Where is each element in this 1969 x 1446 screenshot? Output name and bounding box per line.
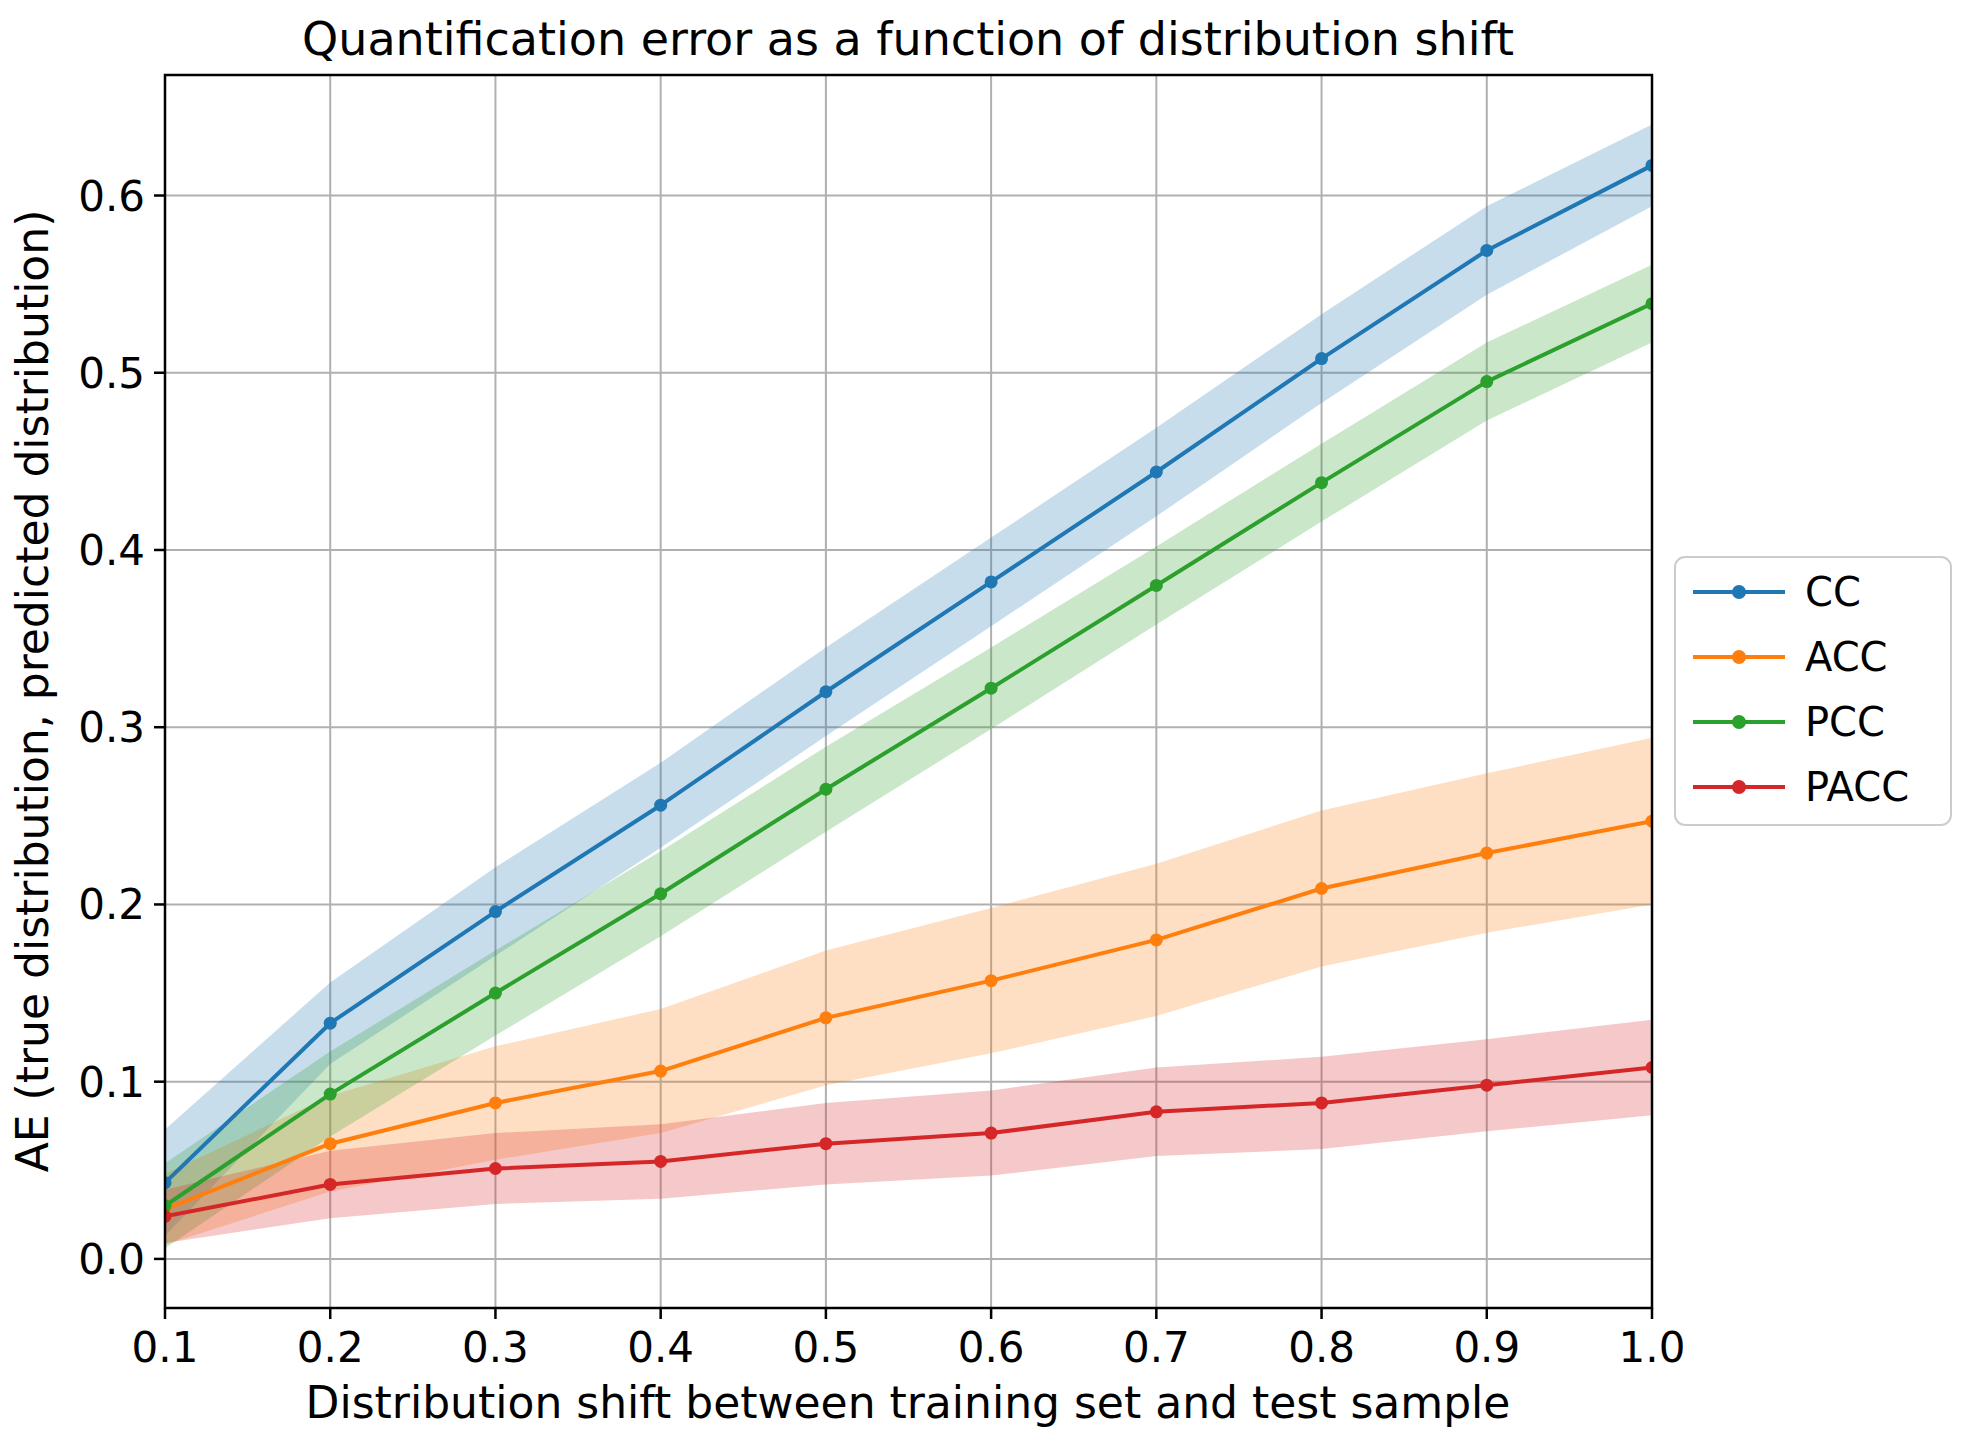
legend-swatch-marker [1732, 780, 1746, 794]
data-point-pcc [1150, 579, 1163, 592]
data-point-acc [489, 1096, 502, 1109]
data-point-pacc [654, 1155, 667, 1168]
data-point-acc [324, 1137, 337, 1150]
data-point-cc [985, 575, 998, 588]
x-tick-label: 0.8 [1288, 1323, 1355, 1372]
chart-title: Quantification error as a function of di… [302, 12, 1514, 66]
y-tick-label: 0.2 [78, 880, 145, 929]
legend-item-label: PACC [1805, 764, 1909, 810]
x-tick-label: 0.9 [1453, 1323, 1520, 1372]
data-point-pacc [1315, 1096, 1328, 1109]
y-tick-label: 0.6 [78, 172, 145, 221]
x-tick-label: 0.4 [627, 1323, 694, 1372]
data-point-cc [819, 685, 832, 698]
data-point-acc [654, 1065, 667, 1078]
legend-swatch-marker [1732, 585, 1746, 599]
data-point-acc [819, 1011, 832, 1024]
data-point-pacc [819, 1137, 832, 1150]
x-tick-label: 0.7 [1123, 1323, 1190, 1372]
data-point-pcc [985, 682, 998, 695]
data-point-pcc [489, 987, 502, 1000]
x-tick-label: 0.2 [297, 1323, 364, 1372]
data-point-cc [1315, 352, 1328, 365]
data-point-cc [324, 1017, 337, 1030]
data-point-acc [1480, 847, 1493, 860]
legend-swatch-marker [1732, 650, 1746, 664]
data-point-pacc [324, 1178, 337, 1191]
data-point-pcc [819, 783, 832, 796]
data-point-acc [985, 974, 998, 987]
x-tick-label: 0.3 [462, 1323, 529, 1372]
data-point-cc [489, 905, 502, 918]
data-point-pcc [1315, 476, 1328, 489]
data-point-pacc [489, 1162, 502, 1175]
data-point-pacc [1480, 1079, 1493, 1092]
legend-item-label: CC [1805, 569, 1861, 615]
legend-swatch-marker [1732, 715, 1746, 729]
y-axis-label: AE (true distribution, predicted distrib… [7, 210, 58, 1173]
legend-item-label: ACC [1805, 634, 1888, 680]
y-tick-label: 0.0 [78, 1235, 145, 1284]
legend-item-label: PCC [1805, 699, 1885, 745]
x-tick-label: 0.6 [958, 1323, 1025, 1372]
figure: 0.1 0.2 0.3 0.4 0.5 0.6 0.7 0.8 0.9 1.0 0.0 0.1 0.2 0… [0, 0, 1969, 1446]
y-tick-label: 0.4 [78, 526, 145, 575]
chart-canvas: 0.1 0.2 0.3 0.4 0.5 0.6 0.7 0.8 0.9 1.0 0.0 0.1 0.2 0… [0, 0, 1969, 1446]
legend: CC ACC PCC PACC [1675, 557, 1951, 825]
data-point-acc [1150, 933, 1163, 946]
x-tick-label: 1.0 [1619, 1323, 1686, 1372]
y-tick-label: 0.3 [78, 703, 145, 752]
x-axis-label: Distribution shift between training set … [306, 1377, 1511, 1428]
data-point-pcc [654, 887, 667, 900]
data-point-pcc [324, 1088, 337, 1101]
data-point-pacc [985, 1127, 998, 1140]
y-tick-label: 0.5 [78, 349, 145, 398]
data-point-pcc [1480, 375, 1493, 388]
x-tick-label: 0.5 [792, 1323, 859, 1372]
y-tick-label: 0.1 [78, 1058, 145, 1107]
data-point-pacc [1150, 1105, 1163, 1118]
data-point-cc [1480, 244, 1493, 257]
data-point-acc [1315, 882, 1328, 895]
data-point-cc [654, 799, 667, 812]
x-tick-label: 0.1 [132, 1323, 199, 1372]
data-point-cc [1150, 465, 1163, 478]
